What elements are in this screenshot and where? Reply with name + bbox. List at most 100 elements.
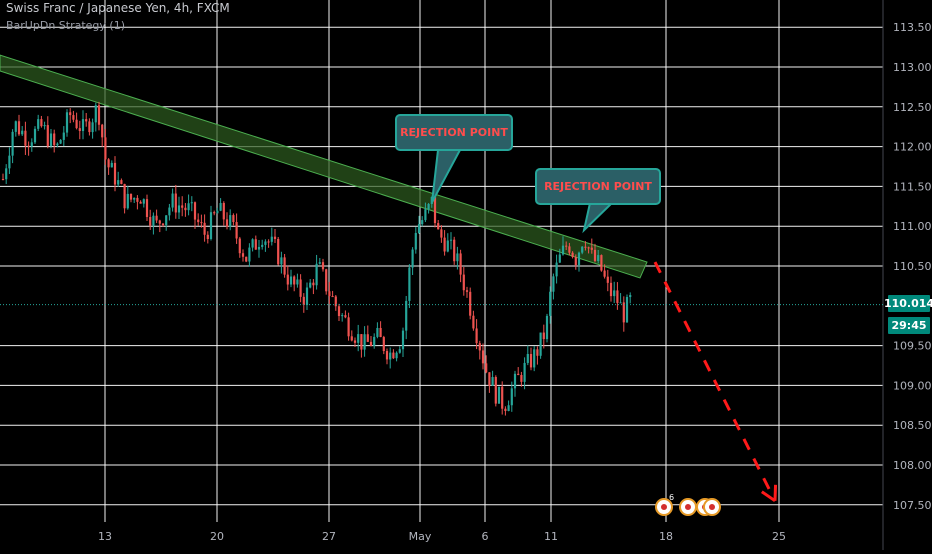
candle-body [385,351,389,360]
candle-body [213,212,216,214]
candle-body [181,205,184,208]
rejection-callout-1[interactable]: REJECTION POINT [395,114,513,151]
candle-body [350,336,353,341]
candle-body [117,180,120,185]
time-axis-label: 25 [772,530,786,543]
candle-body [465,290,469,292]
candle-body [97,105,101,125]
candle-body [318,262,321,264]
time-axis-label: 20 [210,530,224,543]
strategy-label[interactable]: BarUpDn Strategy (1) [6,19,125,32]
candle-body [248,247,251,262]
candle-body [193,202,197,220]
candle-body [72,115,75,120]
candle-body [549,291,552,316]
candle-body [299,279,302,297]
candle-body [469,291,472,316]
candle-body [581,246,584,253]
bar-countdown-badge: 29:45 [888,317,930,334]
candle-body [574,257,577,266]
candle-body [328,291,331,297]
event-markers[interactable]: 6 [655,493,721,516]
candle-body [158,220,161,224]
event-count-label: 6 [669,493,674,502]
candle-body [46,125,49,146]
event-marker-dot-icon [685,504,691,510]
candle-body [241,253,245,257]
price-axis-label: 113.000 [893,61,932,74]
price-axis[interactable]: 113.500 113.000 112.500 112.000 111.500 111.0… [893,21,932,512]
candle-body [152,215,155,226]
candle-body [533,349,536,368]
forecast-arrow-head[interactable] [773,484,778,501]
candle-body [62,132,65,140]
candle-body [17,121,21,135]
candle-body [389,352,392,360]
candle-body [369,341,373,346]
channel-band[interactable] [0,54,648,279]
candle-body [584,246,587,248]
forecast-arrow-line[interactable] [653,261,777,502]
candle-body [536,349,539,356]
candle-body [472,315,475,329]
candle-body [478,343,481,351]
candle-body [40,119,43,127]
candle-body [321,262,325,270]
candle-body [33,128,37,143]
candle-body [145,199,149,218]
candle-body [366,334,369,342]
candle-body [49,133,53,146]
candle-body [379,327,382,338]
candle-body [462,274,465,291]
candle-body [616,290,619,303]
price-axis-label: 107.500 [893,499,932,512]
candle-body [577,252,581,266]
candle-body [69,112,72,116]
candle-body [520,375,523,382]
candle-body [293,276,296,285]
forecast-arrow-head[interactable] [760,490,776,503]
candle-body [555,262,558,277]
candle-body [414,232,417,250]
candle-body [203,222,206,235]
trend-channel[interactable] [0,54,648,279]
candle-body [443,237,446,252]
candle-body [94,105,97,123]
candle-body [238,238,241,254]
candle-body [590,247,593,250]
candle-body [334,296,337,307]
candle-body [53,133,56,146]
forecast-arrow[interactable] [653,261,778,503]
candle-body [251,239,254,248]
candle-body [507,405,510,412]
time-axis-label: 27 [322,530,336,543]
candle-body [81,119,85,132]
candle-body [43,125,46,127]
candle-body [344,315,347,318]
candle-body [8,155,11,169]
candle-body [417,224,421,233]
candle-body [254,239,257,250]
candle-body [353,340,357,343]
candle-body [456,253,459,262]
price-axis-label: 111.500 [893,180,932,193]
time-axis-label: May [409,530,432,543]
candle-body [587,247,590,249]
symbol-title[interactable]: Swiss Franc / Japanese Yen, 4h, FXCM [6,1,230,15]
candle-body [257,246,261,250]
time-axis-label: 11 [544,530,558,543]
candle-body [568,246,571,253]
candle-body [491,377,494,386]
time-axis[interactable]: 13 20 27 May 6 11 18 25 [98,530,786,543]
candle-body [440,229,443,238]
candle-body [501,386,504,409]
candle-body [302,296,305,305]
rejection-callout-2[interactable]: REJECTION POINT [535,168,661,205]
candle-body [392,352,395,359]
time-axis-label: 18 [659,530,673,543]
candle-body [155,215,158,221]
candle-body [280,257,283,265]
candle-body [165,215,168,226]
